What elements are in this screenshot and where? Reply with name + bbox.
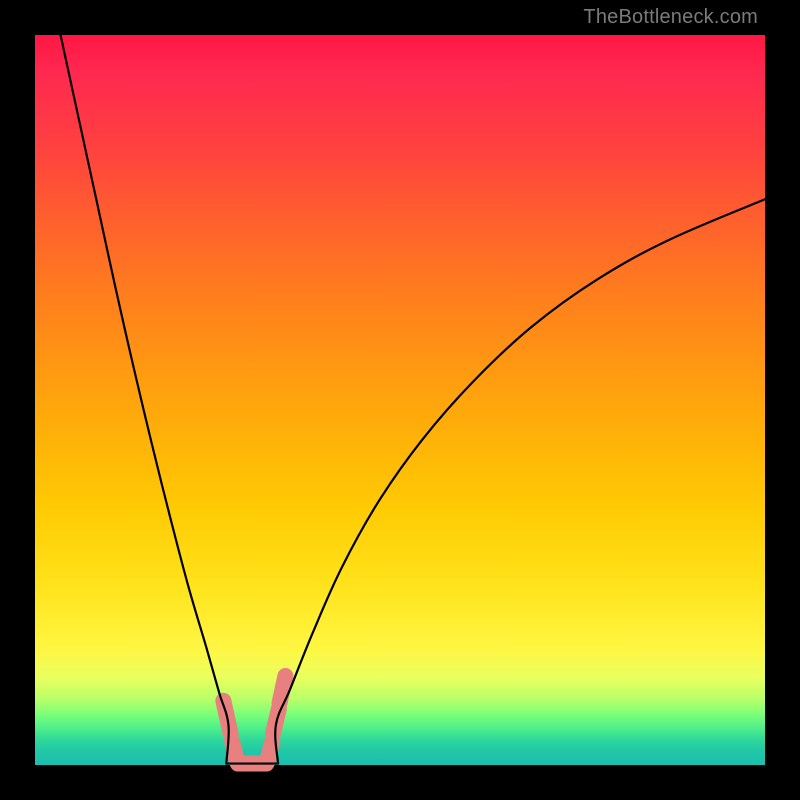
- curve-marker: [280, 676, 286, 703]
- curve-right-branch: [275, 199, 765, 763]
- plot-area: [35, 35, 765, 765]
- curve-left-branch: [61, 35, 229, 764]
- watermark-text: TheBottleneck.com: [583, 6, 758, 29]
- bottleneck-chart-svg: [35, 35, 765, 765]
- curve-marker: [267, 742, 272, 762]
